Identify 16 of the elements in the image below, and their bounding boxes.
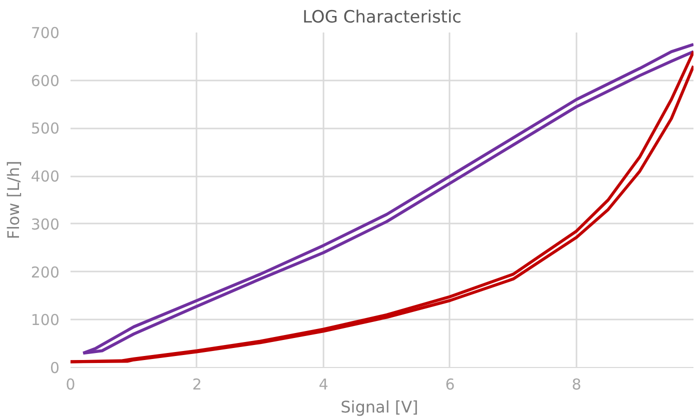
y-tick-label: 300: [30, 215, 60, 234]
y-tick-label: 600: [30, 72, 60, 90]
x-tick-label: 4: [318, 376, 328, 394]
y-tick-label: 700: [30, 24, 60, 42]
x-tick-label: 0: [66, 376, 76, 394]
chart-title: LOG Characteristic: [302, 8, 462, 28]
x-tick-label: 6: [445, 376, 455, 394]
y-axis-title: Flow [L/h]: [4, 160, 23, 240]
x-tick-label: 8: [572, 376, 582, 394]
y-tick-label: 400: [30, 168, 60, 186]
y-tick-label: 100: [30, 311, 60, 330]
y-tick-label: 0: [50, 359, 60, 377]
y-tick-label: 200: [30, 263, 60, 282]
x-tick-label: 2: [192, 376, 202, 394]
y-tick-label: 500: [30, 120, 60, 138]
x-axis-title: Signal [V]: [340, 398, 418, 416]
